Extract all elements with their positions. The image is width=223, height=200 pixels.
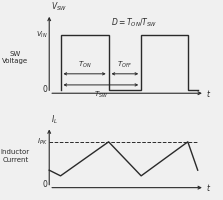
- Text: $I_{PK}$: $I_{PK}$: [37, 137, 48, 147]
- Text: $I_L$: $I_L$: [51, 114, 58, 126]
- Text: SW
Voltage: SW Voltage: [2, 51, 28, 64]
- Text: $T_{OFF}$: $T_{OFF}$: [117, 60, 133, 70]
- Text: $T_{SW}$: $T_{SW}$: [94, 90, 108, 100]
- Text: $T_{ON}$: $T_{ON}$: [78, 60, 91, 70]
- Text: 0: 0: [43, 85, 48, 94]
- Text: $V_{IN}$: $V_{IN}$: [36, 30, 48, 40]
- Text: $t$: $t$: [206, 88, 211, 99]
- Text: $D = T_{ON}/T_{SW}$: $D = T_{ON}/T_{SW}$: [111, 17, 157, 29]
- Text: 0: 0: [43, 180, 48, 189]
- Text: Inductor
Current: Inductor Current: [1, 150, 30, 162]
- Text: $V_{SW}$: $V_{SW}$: [51, 1, 67, 13]
- Text: $t$: $t$: [206, 182, 211, 193]
